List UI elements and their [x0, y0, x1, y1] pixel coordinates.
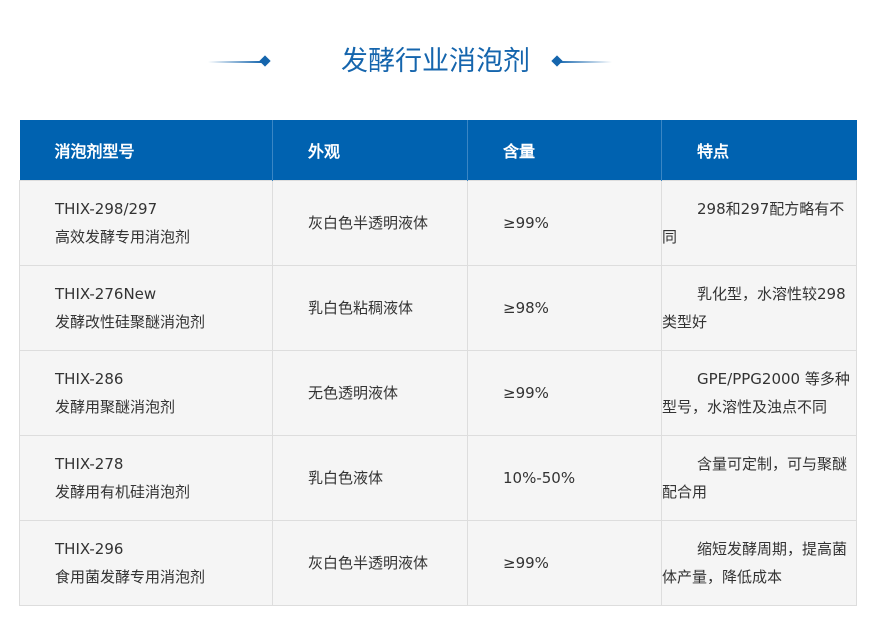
cell-model: THIX-286 发酵用聚醚消泡剂: [19, 350, 273, 436]
header-appearance: 外观: [272, 120, 468, 181]
model-name: 高效发酵专用消泡剂: [55, 228, 191, 246]
model-code: THIX-298/297: [55, 200, 158, 218]
model-name: 食用菌发酵专用消泡剂: [55, 568, 206, 586]
table-row: THIX-286 发酵用聚醚消泡剂 无色透明液体 ≥99% GPE/PPG2000…: [19, 350, 857, 436]
header-model: 消泡剂型号: [19, 120, 273, 181]
title-decor-left: [208, 61, 263, 63]
cell-model: THIX-276New 发酵改性硅聚醚消泡剂: [19, 265, 273, 351]
cell-feature: 含量可定制，可与聚醚配合用: [661, 435, 857, 521]
cell-feature: 乳化型，水溶性较298 类型好: [661, 265, 857, 351]
header-feature: 特点: [661, 120, 857, 181]
model-code: THIX-296: [55, 540, 124, 558]
model-code: THIX-286: [55, 370, 124, 388]
table-row: THIX-298/297 高效发酵专用消泡剂 灰白色半透明液体 ≥99% 298和…: [19, 180, 857, 266]
model-name: 发酵用聚醚消泡剂: [55, 398, 176, 416]
model-code: THIX-276New: [55, 285, 157, 303]
cell-appearance: 乳白色粘稠液体: [272, 265, 468, 351]
model-name: 发酵用有机硅消泡剂: [55, 483, 191, 501]
cell-content: 10%-50%: [467, 435, 662, 521]
title-decor-right: [557, 61, 612, 63]
model-name: 发酵改性硅聚醚消泡剂: [55, 313, 206, 331]
cell-appearance: 乳白色液体: [272, 435, 468, 521]
cell-model: THIX-278 发酵用有机硅消泡剂: [19, 435, 273, 521]
table-row: THIX-278 发酵用有机硅消泡剂 乳白色液体 10%-50% 含量可定制，可与…: [19, 435, 857, 521]
cell-feature: 298和297配方略有不同: [661, 180, 857, 266]
table-header: 消泡剂型号 外观 含量 特点: [19, 120, 857, 181]
cell-feature: 缩短发酵周期，提高菌体产量，降低成本: [661, 520, 857, 606]
defoamer-table: 消泡剂型号 外观 含量 特点 THIX-298/297 高效发酵专用消泡剂 灰白色…: [19, 120, 857, 606]
page-title: 发酵行业消泡剂: [341, 46, 530, 77]
cell-content: ≥99%: [467, 520, 662, 606]
cell-feature: GPE/PPG2000 等多种型号，水溶性及浊点不同: [661, 350, 857, 436]
cell-content: ≥99%: [467, 180, 662, 266]
model-code: THIX-278: [55, 455, 124, 473]
cell-model: THIX-298/297 高效发酵专用消泡剂: [19, 180, 273, 266]
header-content: 含量: [467, 120, 662, 181]
cell-model: THIX-296 食用菌发酵专用消泡剂: [19, 520, 273, 606]
cell-content: ≥98%: [467, 265, 662, 351]
table-row: THIX-276New 发酵改性硅聚醚消泡剂 乳白色粘稠液体 ≥98% 乳化型，水…: [19, 265, 857, 351]
table-row: THIX-296 食用菌发酵专用消泡剂 灰白色半透明液体 ≥99% 缩短发酵周期，…: [19, 520, 857, 606]
cell-appearance: 无色透明液体: [272, 350, 468, 436]
cell-content: ≥99%: [467, 350, 662, 436]
cell-appearance: 灰白色半透明液体: [272, 180, 468, 266]
cell-appearance: 灰白色半透明液体: [272, 520, 468, 606]
